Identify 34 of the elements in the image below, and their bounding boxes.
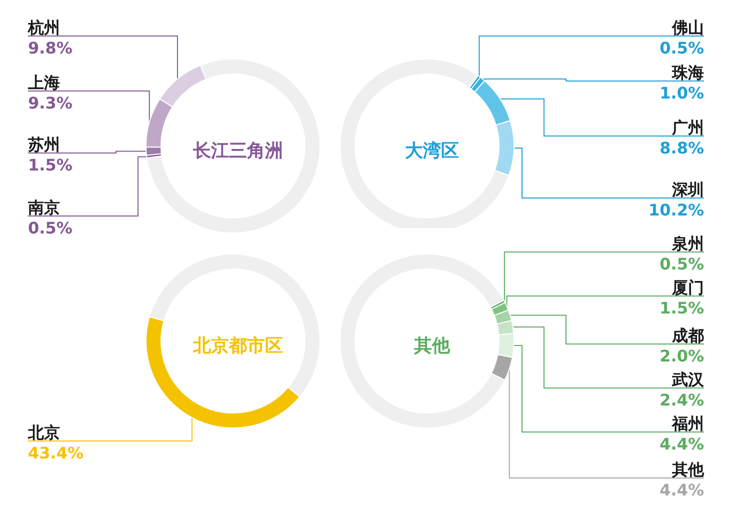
slice-label: 深圳	[671, 180, 704, 199]
data-label: 1.5%	[28, 156, 72, 174]
text: 北京都市区	[192, 336, 283, 356]
data-label: 8.8%	[660, 138, 704, 158]
data-label: 2.4%	[660, 390, 704, 410]
data-label: 4.4%	[660, 434, 704, 454]
slice-label: 南京	[27, 198, 60, 217]
slice-label: 厦门	[671, 278, 704, 297]
slice-label: 上海	[27, 73, 60, 92]
text: 大湾区	[404, 140, 459, 162]
slice-label: 其他	[671, 460, 705, 479]
slice-label: 珠海	[671, 63, 704, 82]
data-label: 0.5%	[660, 38, 704, 58]
data-label: 0.5%	[660, 254, 704, 274]
slice-label: 北京	[27, 423, 60, 442]
slice-label: 佛山	[671, 18, 704, 37]
slice-label: 广州	[671, 118, 704, 137]
data-label: 9.8%	[28, 38, 72, 58]
data-label: 43.4%	[28, 444, 84, 462]
text: 其他	[413, 336, 451, 356]
slice-label: 杭州	[27, 18, 60, 37]
slice-label: 成都	[671, 326, 704, 345]
data-label: 10.2%	[648, 200, 704, 220]
data-label: 2.0%	[660, 346, 704, 366]
data-label: 1.5%	[660, 298, 704, 318]
data-label: 9.3%	[28, 94, 72, 112]
data-label: 4.4%	[660, 480, 704, 500]
slice-label: 武汉	[671, 370, 705, 389]
slice-label: 泉州	[671, 234, 704, 253]
data-label: 1.0%	[660, 84, 704, 102]
slice-label: 福州	[671, 414, 704, 433]
slice-label: 苏州	[27, 135, 60, 154]
text: 长江三角洲	[192, 140, 283, 162]
data-label: 0.5%	[28, 218, 72, 238]
